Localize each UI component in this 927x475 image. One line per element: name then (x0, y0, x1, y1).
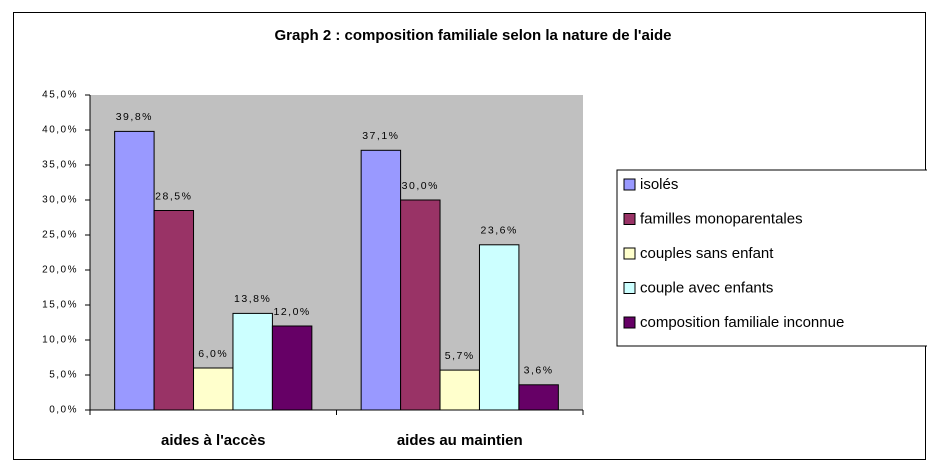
value-label: 30,0% (402, 180, 439, 192)
legend-label: isolés (640, 176, 678, 193)
y-tick-label: 15,0% (42, 300, 78, 311)
bar (360, 149, 402, 411)
value-label: 3,6% (524, 365, 554, 377)
y-tick-label: 20,0% (42, 265, 78, 276)
y-tick-label: 0,0% (49, 405, 78, 416)
bar (193, 367, 234, 411)
value-label: 23,6% (481, 225, 518, 237)
y-tick-label: 10,0% (42, 335, 78, 346)
y-tick-label: 30,0% (42, 195, 78, 206)
legend-swatch (623, 316, 636, 329)
value-label: 28,5% (155, 190, 192, 202)
bar (153, 210, 195, 411)
legend-frame (616, 169, 927, 347)
value-label: 5,7% (445, 350, 475, 362)
bar (478, 244, 520, 411)
legend-label: couple avec enfants (640, 279, 773, 296)
bar (518, 384, 559, 411)
legend-swatch (623, 282, 636, 294)
bar (114, 130, 155, 411)
chart-title: Graph 2 : composition familiale selon la… (275, 27, 672, 44)
value-label: 39,8% (116, 111, 153, 123)
bar (232, 312, 273, 411)
value-label: 6,0% (198, 348, 228, 360)
legend-label: couples sans enfant (640, 245, 774, 262)
legend-swatch (623, 178, 636, 191)
x-tick-label: aides à l'accès (161, 432, 265, 449)
legend-label: familles monoparentales (640, 210, 803, 227)
value-label: 13,8% (234, 293, 271, 305)
y-tick-label: 40,0% (42, 125, 78, 136)
bar (439, 369, 480, 411)
y-tick-label: 25,0% (42, 230, 78, 241)
y-tick-label: 5,0% (49, 370, 78, 381)
legend-swatch (623, 247, 636, 260)
bar (400, 199, 441, 411)
value-label: 37,1% (362, 130, 399, 142)
y-tick-label: 35,0% (42, 160, 78, 171)
value-label: 12,0% (273, 306, 310, 318)
legend-swatch (623, 213, 636, 225)
x-tick-label: aides au maintien (397, 432, 523, 449)
bar (271, 325, 313, 411)
legend-label: composition familiale inconnue (640, 314, 844, 331)
y-tick-label: 45,0% (42, 90, 78, 101)
